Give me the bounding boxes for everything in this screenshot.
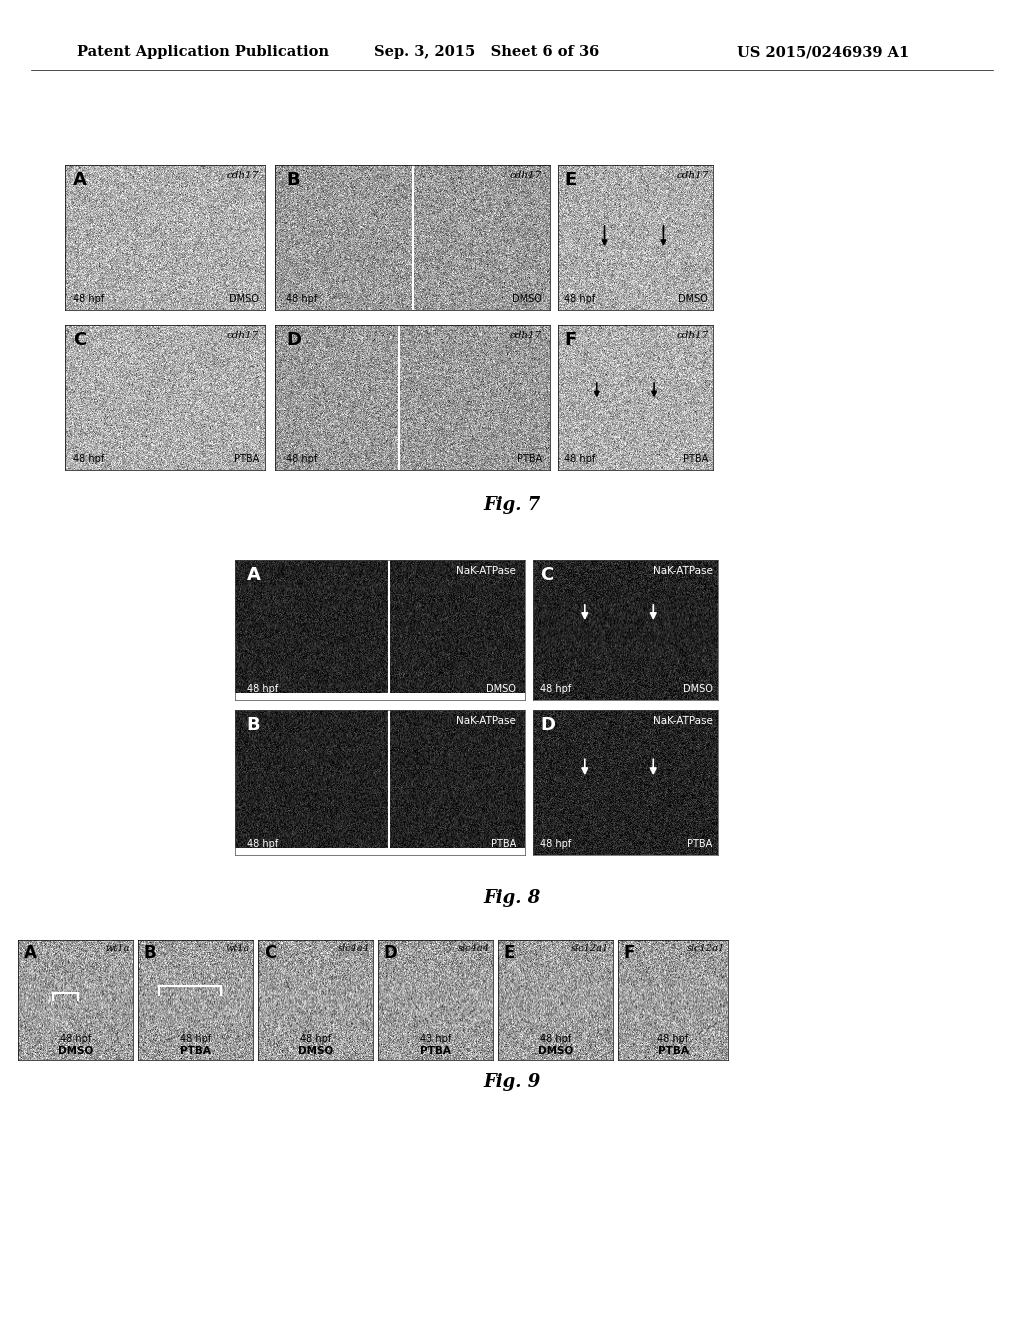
Text: A: A [24, 944, 37, 961]
Text: 48 hpf: 48 hpf [540, 1035, 571, 1044]
Text: PTBA: PTBA [657, 1047, 688, 1056]
Text: DMSO: DMSO [298, 1047, 333, 1056]
Text: NaK-ATPase: NaK-ATPase [652, 565, 713, 576]
Text: slc12a1: slc12a1 [686, 944, 725, 953]
Text: Fig. 8: Fig. 8 [483, 888, 541, 907]
Text: PTBA: PTBA [420, 1047, 451, 1056]
Text: 48 hpf: 48 hpf [247, 840, 278, 849]
Text: 48 hpf: 48 hpf [180, 1035, 211, 1044]
Text: 48 hpf: 48 hpf [73, 454, 104, 465]
Text: Sep. 3, 2015   Sheet 6 of 36: Sep. 3, 2015 Sheet 6 of 36 [374, 45, 599, 59]
Text: cdh17: cdh17 [226, 170, 259, 180]
Text: 48 hpf: 48 hpf [73, 294, 104, 304]
Text: E: E [564, 170, 577, 189]
Text: DMSO: DMSO [512, 294, 542, 304]
Text: PTBA: PTBA [233, 454, 259, 465]
Text: 48 hpf: 48 hpf [657, 1035, 688, 1044]
Text: 48 hpf: 48 hpf [564, 294, 595, 304]
Text: DMSO: DMSO [683, 684, 713, 694]
Text: slc4a4: slc4a4 [458, 944, 489, 953]
Text: 48 hpf: 48 hpf [247, 684, 278, 694]
Text: C: C [264, 944, 276, 961]
Text: US 2015/0246939 A1: US 2015/0246939 A1 [737, 45, 909, 59]
Text: C: C [73, 331, 86, 348]
Text: Patent Application Publication: Patent Application Publication [77, 45, 329, 59]
Text: 48 hpf: 48 hpf [564, 454, 595, 465]
Text: cdh17: cdh17 [676, 331, 709, 339]
Text: 48 hpf: 48 hpf [541, 840, 571, 849]
Text: F: F [564, 331, 577, 348]
Text: cdh17: cdh17 [226, 331, 259, 339]
Text: slc4a4: slc4a4 [338, 944, 370, 953]
Text: DMSO: DMSO [229, 294, 259, 304]
Text: DMSO: DMSO [538, 1047, 573, 1056]
Text: B: B [286, 170, 300, 189]
Text: A: A [73, 170, 87, 189]
Text: PTBA: PTBA [180, 1047, 211, 1056]
Text: D: D [541, 715, 555, 734]
Text: DMSO: DMSO [58, 1047, 93, 1056]
Text: NaK-ATPase: NaK-ATPase [457, 715, 516, 726]
Text: F: F [624, 944, 635, 961]
Text: PTBA: PTBA [492, 840, 516, 849]
Text: slc12a1: slc12a1 [571, 944, 609, 953]
Text: cdh17: cdh17 [510, 331, 542, 339]
Text: B: B [143, 944, 157, 961]
Text: 43 hpf: 43 hpf [420, 1035, 452, 1044]
Text: PTBA: PTBA [516, 454, 542, 465]
Text: B: B [247, 715, 260, 734]
Text: DMSO: DMSO [679, 294, 709, 304]
Text: NaK-ATPase: NaK-ATPase [457, 565, 516, 576]
Text: Fig. 7: Fig. 7 [483, 496, 541, 513]
Text: A: A [247, 565, 260, 583]
Text: Fig. 9: Fig. 9 [483, 1073, 541, 1092]
Text: D: D [384, 944, 397, 961]
Text: cdh17: cdh17 [510, 170, 542, 180]
Text: wt1a: wt1a [225, 944, 250, 953]
Text: wt1a: wt1a [105, 944, 130, 953]
Text: 48 hpf: 48 hpf [286, 294, 317, 304]
Text: 48 hpf: 48 hpf [300, 1035, 331, 1044]
Text: NaK-ATPase: NaK-ATPase [652, 715, 713, 726]
Text: PTBA: PTBA [683, 454, 709, 465]
Text: D: D [286, 331, 301, 348]
Text: DMSO: DMSO [486, 684, 516, 694]
Text: 48 hpf: 48 hpf [286, 454, 317, 465]
Text: 48 hpf: 48 hpf [59, 1035, 91, 1044]
Text: E: E [504, 944, 515, 961]
Text: cdh17: cdh17 [676, 170, 709, 180]
Text: PTBA: PTBA [687, 840, 713, 849]
Text: C: C [541, 565, 554, 583]
Text: 48 hpf: 48 hpf [541, 684, 571, 694]
